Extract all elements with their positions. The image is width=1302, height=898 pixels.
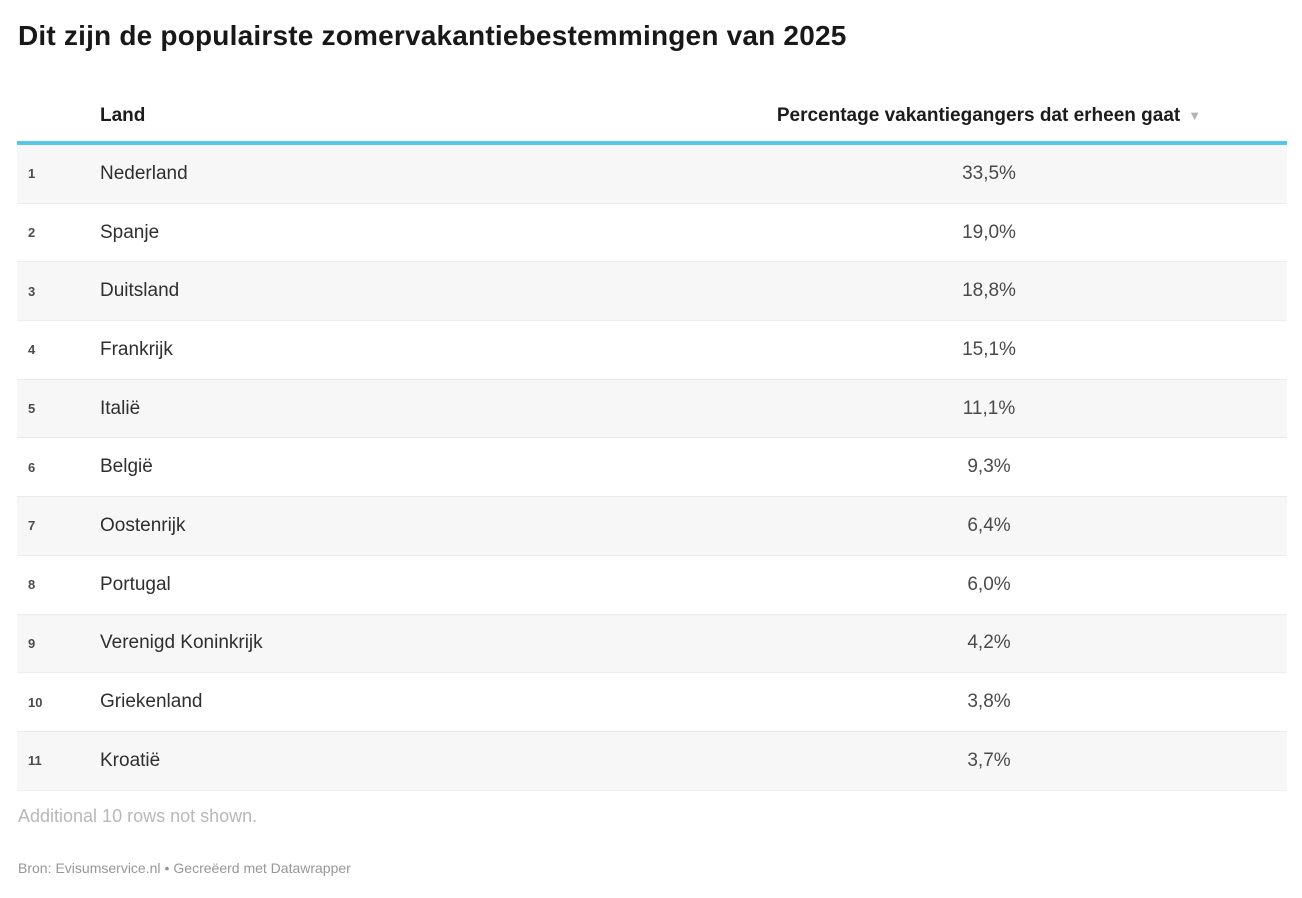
source-link[interactable]: Evisumservice.nl xyxy=(55,859,161,876)
country-cell: Griekenland xyxy=(100,691,203,713)
table-row: 4 Frankrijk 15,1% xyxy=(17,321,1287,380)
rank-cell: 6 xyxy=(28,459,36,475)
country-cell: Italië xyxy=(100,397,141,419)
sort-desc-icon: ▼ xyxy=(1188,108,1202,123)
column-header-land[interactable]: Land xyxy=(100,105,146,126)
percentage-cell: 4,2% xyxy=(967,632,1011,654)
rank-cell: 9 xyxy=(28,635,36,651)
table-row: 5 Italië 11,1% xyxy=(17,379,1287,439)
rank-cell: 8 xyxy=(28,577,36,593)
percentage-cell: 9,3% xyxy=(967,456,1011,478)
column-header-percentage[interactable]: Percentage vakantiegangers dat erheen ga… xyxy=(691,104,1287,128)
byline-separator: • xyxy=(164,859,170,876)
table-body: 1 Nederland 33,5% 2 Spanje 19,0% 3 Duits… xyxy=(17,145,1287,791)
percentage-cell: 3,7% xyxy=(967,749,1011,771)
percentage-cell: 6,4% xyxy=(967,514,1011,536)
rank-cell: 2 xyxy=(28,225,36,241)
table-row: 10 Griekenland 3,8% xyxy=(17,673,1287,732)
rank-cell: 10 xyxy=(28,694,43,710)
percentage-cell: 19,0% xyxy=(962,221,1016,243)
table-row: 11 Kroatië 3,7% xyxy=(17,731,1287,791)
country-cell: Kroatië xyxy=(100,749,161,771)
table-header-row: Land Percentage vakantiegangers dat erhe… xyxy=(17,104,1287,145)
table-row: 1 Nederland 33,5% xyxy=(17,145,1287,204)
percentage-cell: 18,8% xyxy=(962,280,1016,302)
table-row: 9 Verenigd Koninkrijk 4,2% xyxy=(17,614,1287,674)
country-cell: Nederland xyxy=(100,162,188,184)
column-header-percentage-label: Percentage vakantiegangers dat erheen ga… xyxy=(776,105,1181,126)
country-cell: Duitsland xyxy=(100,280,180,302)
country-cell: Portugal xyxy=(100,573,171,595)
rows-not-shown-note: Additional 10 rows not shown. xyxy=(18,805,258,826)
country-cell: Spanje xyxy=(100,221,160,243)
table-row: 2 Spanje 19,0% xyxy=(17,204,1287,263)
country-cell: België xyxy=(100,456,153,478)
percentage-cell: 6,0% xyxy=(967,573,1011,595)
percentage-cell: 3,8% xyxy=(967,691,1011,713)
rank-cell: 5 xyxy=(28,401,36,417)
source-label: Bron: xyxy=(18,859,52,876)
table-row: 7 Oostenrijk 6,4% xyxy=(17,497,1287,556)
table-row: 3 Duitsland 18,8% xyxy=(17,262,1287,322)
datawrapper-attribution-link[interactable]: Gecreëerd met Datawrapper xyxy=(173,859,351,876)
chart-title: Dit zijn de populairste zomervakantiebes… xyxy=(18,20,847,51)
percentage-cell: 33,5% xyxy=(962,162,1016,184)
country-cell: Verenigd Koninkrijk xyxy=(100,632,263,654)
rank-cell: 4 xyxy=(28,342,36,358)
country-cell: Oostenrijk xyxy=(100,514,186,536)
percentage-cell: 11,1% xyxy=(962,397,1016,419)
rank-cell: 1 xyxy=(28,166,36,182)
percentage-cell: 15,1% xyxy=(962,338,1016,360)
destinations-table: Land Percentage vakantiegangers dat erhe… xyxy=(17,104,1287,791)
table-row: 6 België 9,3% xyxy=(17,438,1287,498)
attribution-line: Bron: Evisumservice.nl • Gecreëerd met Data… xyxy=(17,860,1287,876)
table-row: 8 Portugal 6,0% xyxy=(17,556,1287,615)
country-cell: Frankrijk xyxy=(100,338,173,360)
rank-cell: 7 xyxy=(28,518,36,534)
rank-cell: 3 xyxy=(28,283,36,299)
rank-cell: 11 xyxy=(28,753,42,769)
